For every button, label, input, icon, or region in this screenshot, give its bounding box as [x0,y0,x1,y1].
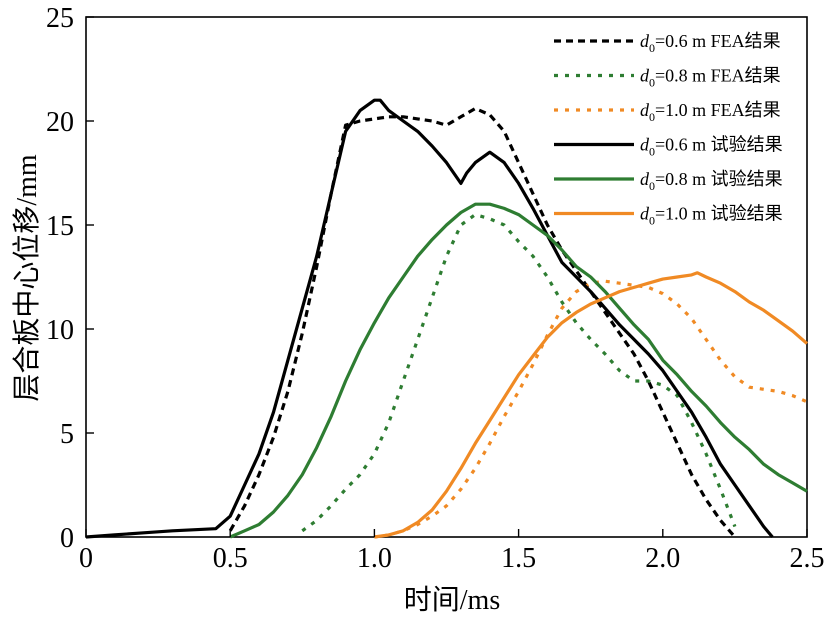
y-tick-label: 10 [46,315,74,346]
legend-label-1: d0=0.6 m FEA结果 [640,31,781,55]
x-tick-label: 2.0 [645,543,680,574]
legend-label-5: d0=0.8 m 试验结果 [640,169,783,193]
axes-frame-group [85,16,808,538]
legend-label-6: d0=1.0 m 试验结果 [640,204,783,228]
x-tick-label: 1.0 [357,543,392,574]
ticks-group: 0 0.5 1.0 1.5 2.0 2.5 0 5 10 15 20 25 [46,3,825,574]
legend-label-3: d0=1.0 m FEA结果 [640,100,781,124]
y-tick-label: 5 [60,419,74,450]
legend-label-2: d0=0.8 m FEA结果 [640,66,781,90]
series-line-2 [301,213,737,533]
x-tick-label: 2.5 [790,543,825,574]
x-tick-label: 0.5 [213,543,248,574]
series-line-1 [228,106,737,539]
series-line-3 [374,279,808,539]
series-line-6 [374,271,809,539]
y-tick-label: 20 [46,107,74,138]
y-axis-title: 层合板中心位移/mm [11,154,43,402]
x-tick-label: 0 [79,543,93,574]
series-group [85,98,809,539]
plot-frame [85,16,808,538]
x-axis-title: 时间/ms [404,584,500,616]
legend: d0=0.6 m FEA结果 d0=0.8 m FEA结果 d0=1.0 m FEA… [554,31,783,228]
y-tick-label: 15 [46,211,74,242]
y-tick-label: 0 [60,523,74,554]
y-tick-label: 25 [46,3,74,34]
series-line-4 [85,98,774,539]
series-line-5 [229,202,808,539]
x-tick-label: 1.5 [501,543,536,574]
legend-label-4: d0=0.6 m 试验结果 [640,135,783,159]
